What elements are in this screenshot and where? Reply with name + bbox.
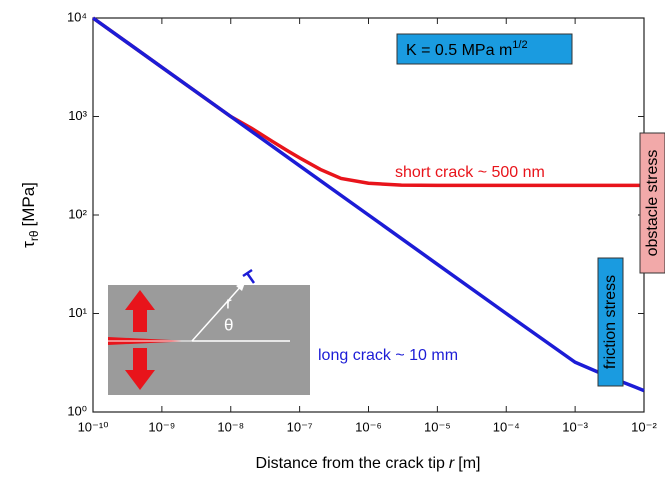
dislocation [242,268,256,284]
x-tick-label: 10⁻⁸ [217,419,244,434]
y-subscript: rθ [27,230,41,241]
k-label: K = 0.5 MPa m1/2 [406,39,528,59]
k-box [396,33,573,65]
x-tick-label: 10⁻³ [562,419,588,434]
radius-line [191,283,244,342]
y-tick-label: 10⁴ [67,9,87,24]
series-label: long crack ~ 10 mm [318,347,458,364]
inset-theta: θ [224,315,233,334]
y-unit: [MPa] [19,182,38,226]
plot: 10⁻¹⁰ 10⁻⁹ 10⁻⁸ 10⁻⁷ 10⁻⁶ 10⁻⁵ 10⁻⁴ 10⁻³ 10⁻² 10⁰… [67,9,658,434]
x-tick-label: 10⁻⁶ [355,419,382,434]
radius-arrow [236,280,246,291]
k-superscript: 1/2 [512,39,527,51]
x-tick-label: 10⁻⁴ [493,419,520,434]
x-tick-label: 10⁻¹⁰ [78,419,109,434]
x-axis-label: Distance from the crack tip r [m] [256,455,481,472]
inset-r: r [226,293,232,312]
k-text: K = 0.5 MPa m [406,42,512,59]
arrow-up [125,290,155,332]
y-tick-label: 10¹ [68,305,87,320]
arrow-down [125,348,155,390]
obstacle-box [639,132,665,274]
y-symbol: τ [19,241,38,248]
x-unit: [m] [458,455,480,472]
obstacle-label: obstacle stress [644,150,661,257]
friction-label: friction stress [602,275,619,369]
x-tick-label: 10⁻⁵ [424,419,451,434]
series-label: short crack ~ 500 nm [395,164,545,181]
y-tick-label: 10³ [68,108,87,123]
y-tick-label: 10⁰ [67,403,87,418]
x-text: Distance from the crack tip [256,455,446,472]
y-tick-label: 10² [68,206,87,221]
x-tick-label: 10⁻⁹ [148,419,175,434]
y-axis-label: τrθ [MPa] [19,182,41,248]
inset: r θ [108,268,310,395]
series-line [91,16,645,393]
x-variable: r [449,455,455,472]
friction-box [597,257,624,387]
x-tick-label: 10⁻² [631,419,657,434]
x-tick-label: 10⁻⁷ [287,419,313,434]
